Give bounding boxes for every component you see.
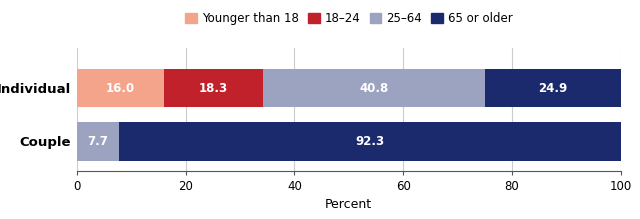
Legend: Younger than 18, 18–24, 25–64, 65 or older: Younger than 18, 18–24, 25–64, 65 or old… [180, 7, 517, 30]
Text: 24.9: 24.9 [538, 82, 568, 95]
Bar [264, 69, 485, 107]
X-axis label: Percent: Percent [325, 198, 372, 211]
Bar [485, 69, 621, 107]
Bar [77, 69, 164, 107]
Text: 18.3: 18.3 [199, 82, 228, 95]
Bar [118, 122, 621, 161]
Text: 16.0: 16.0 [106, 82, 135, 95]
Text: 40.8: 40.8 [360, 82, 389, 95]
Text: 7.7: 7.7 [87, 135, 108, 148]
Bar [77, 122, 118, 161]
Text: 92.3: 92.3 [355, 135, 384, 148]
Bar [164, 69, 264, 107]
